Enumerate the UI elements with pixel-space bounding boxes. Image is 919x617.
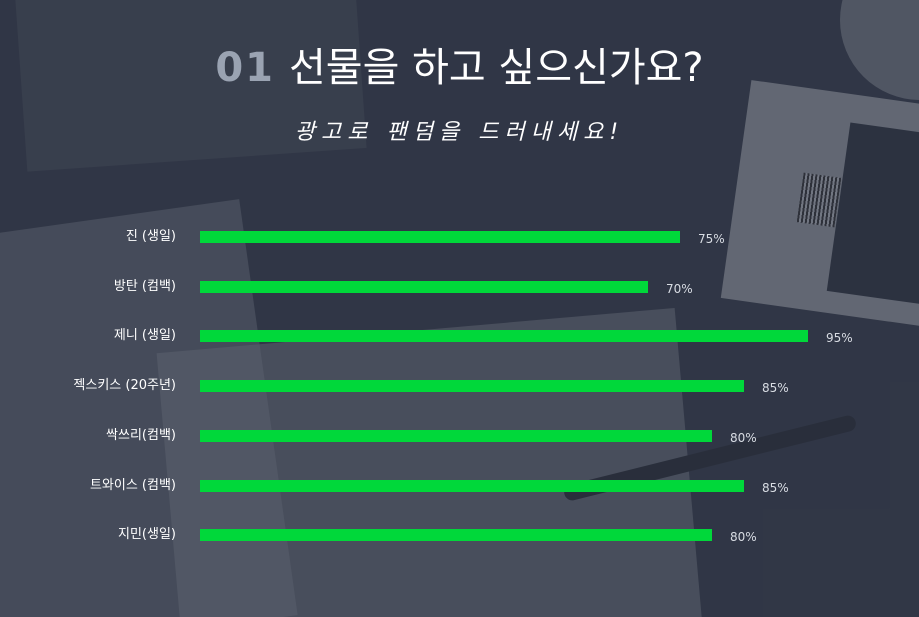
bar [200,479,744,492]
category-label: 트와이스 (컴백) [89,477,176,493]
category-label: 싹쓰리(컴백) [106,427,176,443]
page-title: 01 선물을 하고 싶으신가요? [0,40,919,96]
value-label: 70% [666,281,693,296]
bar-chart: 진 (생일) 75% 방탄 (컴백) 70% 제니 (생일) 95% 젝스키스 (20주년)… [0,220,919,570]
value-label: 80% [730,430,757,445]
value-label: 85% [762,381,789,396]
value-label: 95% [826,331,853,346]
bar [200,280,648,293]
title-text: 선물을 하고 싶으신가요? [289,45,704,91]
bar [200,429,712,442]
value-label: 85% [762,480,789,495]
bar [200,380,744,393]
page-subtitle: 광고로 팬덤을 드러내세요! [294,120,625,145]
value-label: 75% [698,232,725,246]
category-label: 지민(생일) [118,527,176,543]
title-number: 01 [215,45,275,91]
bar [200,231,680,243]
category-label: 방탄 (컴백) [113,278,176,294]
category-label: 진 (생일) [125,229,176,244]
bar [200,330,808,343]
value-label: 80% [730,530,757,545]
bar [200,529,712,542]
category-label: 젝스키스 (20주년) [73,378,176,394]
category-label: 제니 (생일) [113,328,176,344]
